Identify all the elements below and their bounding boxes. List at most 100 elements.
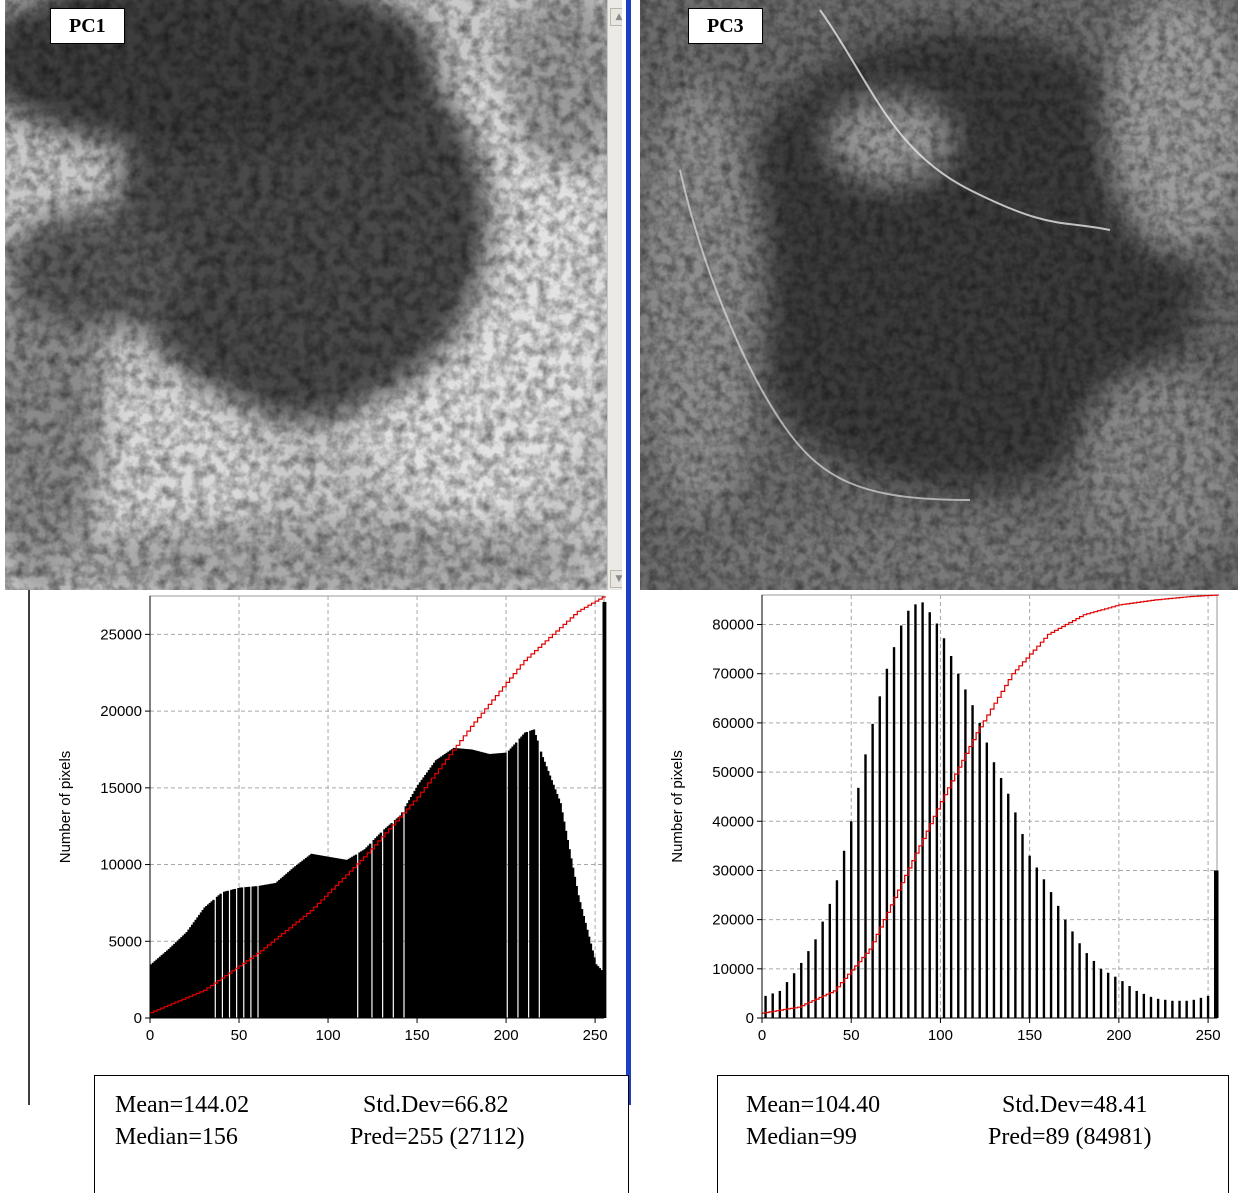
histogram-bar (971, 705, 974, 1018)
histogram-bar (166, 950, 169, 1018)
histogram-bar (531, 730, 534, 1018)
y-tick-label: 20000 (100, 703, 142, 720)
histogram-bar (445, 752, 448, 1018)
histogram-bar (525, 731, 529, 1018)
histogram-bar (452, 747, 456, 1018)
histogram-bar (299, 862, 302, 1018)
histogram-bar (864, 754, 867, 1018)
histogram-bar (187, 929, 190, 1018)
histogram-bar (486, 753, 489, 1018)
histogram-bar (571, 867, 575, 1018)
pc3-stats-box: Mean=104.40 Std.Dev=48.41 Median=99 Pred… (717, 1075, 1229, 1193)
histogram-bar (543, 761, 546, 1018)
cumulative-line (762, 594, 1219, 1014)
histogram-bar (978, 722, 981, 1018)
histogram-bar (368, 843, 372, 1018)
histogram-bar (352, 855, 356, 1018)
histogram-bar (482, 752, 486, 1018)
histogram-bar (579, 902, 582, 1018)
histogram-bar (361, 850, 365, 1018)
histogram-bar (215, 896, 219, 1018)
histogram-bar (263, 884, 267, 1018)
histogram-bar (409, 797, 413, 1018)
y-tick-label: 5000 (109, 933, 142, 950)
histogram-bar (379, 832, 383, 1018)
scroll-up-icon[interactable]: ▲ (610, 8, 622, 26)
y-tick-label: 10000 (712, 961, 754, 978)
histogram-bar (470, 749, 473, 1018)
histogram-bar (821, 921, 824, 1018)
histogram-bar (365, 847, 368, 1018)
histogram-bar (554, 789, 557, 1018)
histogram-bar (523, 732, 527, 1018)
histogram-bar (1171, 1000, 1174, 1018)
histogram-bar (1121, 981, 1124, 1018)
histogram-bar (351, 856, 354, 1018)
histogram-bar (208, 902, 212, 1018)
histogram-bar (151, 962, 155, 1018)
histogram-bar (1014, 812, 1017, 1018)
histogram-bar (253, 886, 256, 1018)
histogram-bar (547, 770, 550, 1018)
histogram-bar (171, 945, 174, 1018)
histogram-bar (313, 854, 317, 1018)
x-tick-label: 200 (1106, 1027, 1131, 1044)
histogram-bar (497, 753, 500, 1018)
histogram-bar (422, 777, 425, 1018)
histogram-bar (276, 881, 279, 1018)
histogram-bar (283, 875, 286, 1018)
histogram-bar (587, 936, 591, 1018)
histogram-bar (324, 856, 327, 1018)
histogram-bar (513, 744, 516, 1018)
histogram-bar (420, 779, 423, 1018)
y-tick-label: 40000 (712, 813, 754, 830)
histogram-bar (449, 750, 452, 1018)
histogram-bar (363, 849, 367, 1018)
histogram-bar (545, 766, 548, 1018)
histogram-bar (575, 886, 578, 1018)
histogram-bar (308, 855, 311, 1018)
x-tick-label: 200 (494, 1027, 519, 1044)
histogram-bar (949, 655, 953, 1018)
histogram-bar (957, 673, 960, 1018)
y-tick-label: 25000 (100, 626, 142, 643)
histogram-bar (319, 855, 322, 1018)
histogram-bar (374, 838, 377, 1018)
histogram-bar (329, 857, 333, 1018)
histogram-bar (158, 956, 162, 1018)
histogram-bar (536, 740, 539, 1018)
histogram-bar (173, 943, 176, 1018)
histogram-bar (778, 990, 782, 1018)
histogram-bar (196, 917, 199, 1018)
histogram-bar (500, 752, 504, 1018)
histogram-bar (438, 757, 441, 1018)
histogram-bar (269, 883, 272, 1018)
histogram-bar (568, 849, 571, 1018)
panel-divider[interactable] (626, 0, 631, 1105)
histogram-bar (433, 762, 436, 1018)
histogram-bar (160, 955, 164, 1018)
histogram-bar (563, 821, 566, 1018)
histogram-bar (226, 890, 229, 1018)
histogram-bar (564, 830, 568, 1018)
scroll-down-icon[interactable]: ▼ (610, 570, 622, 588)
histogram-bar (292, 867, 295, 1018)
histogram-bar (586, 929, 589, 1018)
histogram-bar (237, 888, 240, 1018)
histogram-bar (150, 964, 153, 1018)
histogram-bar (436, 758, 440, 1018)
histogram-bar (964, 689, 967, 1018)
image-scrollbar[interactable]: ▲ ▼ (607, 0, 622, 590)
histogram-bar (278, 879, 281, 1018)
histogram-bar (342, 859, 345, 1018)
pc1-stats-box: Mean=144.02 Std.Dev=66.82 Median=156 Pre… (94, 1075, 629, 1193)
histogram-bar (260, 885, 263, 1018)
histogram-bar (598, 968, 602, 1018)
histogram-bar (164, 952, 167, 1018)
x-tick-label: 150 (1017, 1027, 1042, 1044)
y-tick-label: 70000 (712, 666, 754, 683)
histogram-bar (377, 834, 381, 1018)
histogram-bar (474, 750, 477, 1018)
histogram-bar (1142, 993, 1146, 1018)
histogram-bar (155, 959, 158, 1018)
